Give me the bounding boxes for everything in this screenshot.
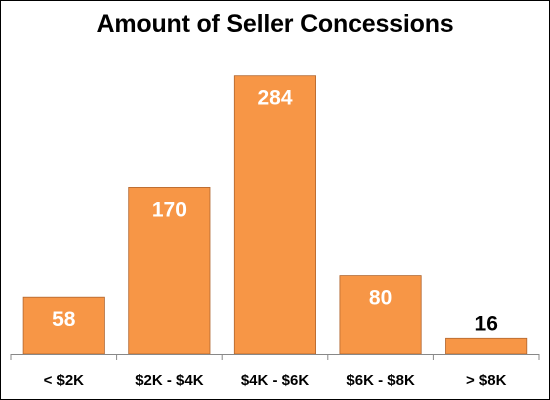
bar-3	[339, 275, 422, 355]
data-label-4: 16	[475, 312, 498, 335]
bars-group	[22, 75, 528, 355]
bar-0	[22, 296, 105, 355]
bar-4	[445, 337, 528, 355]
bar-1	[128, 186, 211, 355]
x-tick-label-0: < $2K	[44, 372, 85, 389]
x-tick-labels: < $2K $2K - $4K $4K - $6K $6K - $8K > $8K	[44, 372, 507, 389]
x-tick-label-1: $2K - $4K	[135, 372, 204, 389]
data-label-1: 170	[152, 198, 187, 221]
data-label-0: 58	[52, 308, 76, 331]
data-labels-group: 58 170 284 80 16	[52, 87, 498, 336]
bar-2	[233, 75, 317, 355]
x-axis	[10, 354, 540, 360]
x-tick-label-3: $6K - $8K	[346, 372, 415, 389]
x-tick-label-2: $4K - $6K	[241, 372, 310, 389]
x-tick-label-4: > $8K	[466, 372, 507, 389]
data-label-2: 284	[257, 87, 292, 110]
data-label-3: 80	[369, 287, 392, 310]
chart-title: Amount of Seller Concessions	[96, 10, 454, 38]
